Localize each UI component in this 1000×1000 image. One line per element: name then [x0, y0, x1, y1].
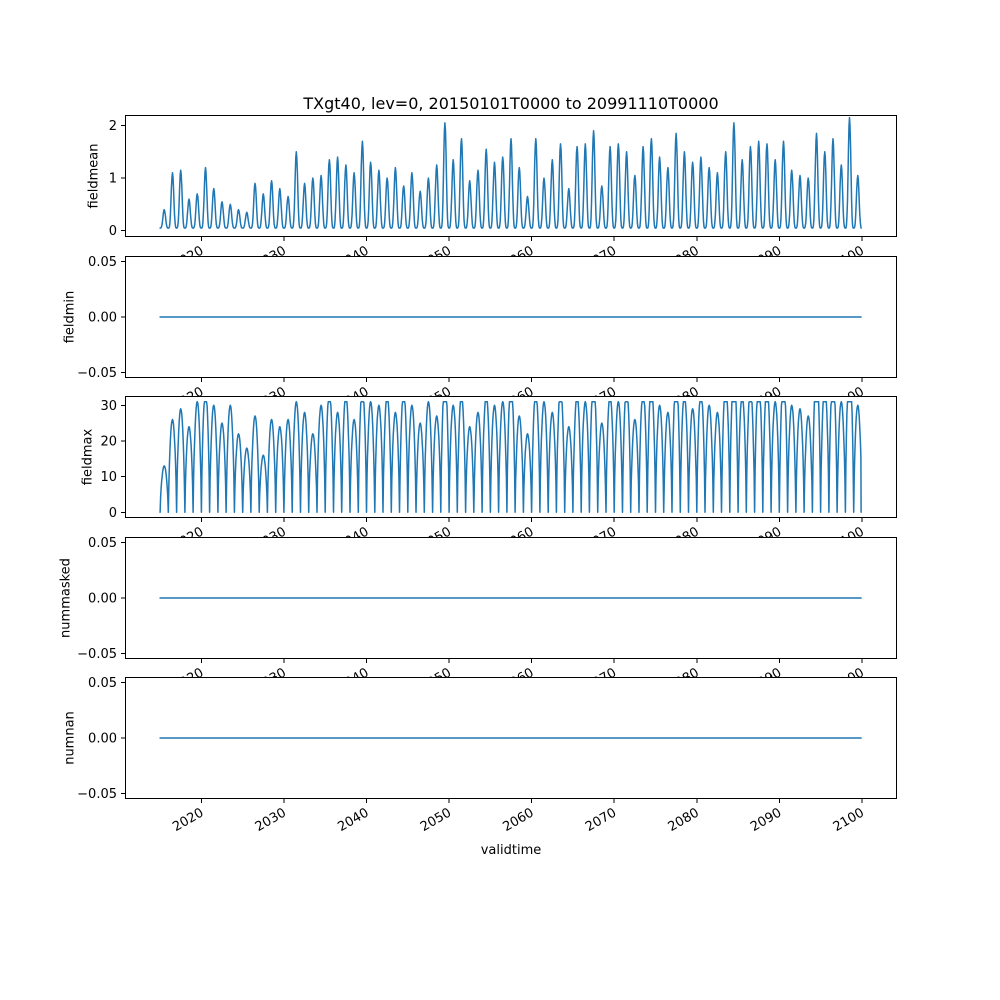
svg-text:2050: 2050	[418, 805, 454, 835]
ylabel-fieldmax: fieldmax	[80, 428, 96, 486]
svg-text:2060: 2060	[500, 805, 536, 835]
svg-text:30: 30	[100, 399, 117, 414]
svg-text:0.05: 0.05	[88, 536, 117, 551]
svg-text:0.00: 0.00	[88, 592, 117, 607]
svg-text:10: 10	[100, 470, 117, 485]
svg-text:2080: 2080	[666, 805, 702, 835]
svg-text:0.05: 0.05	[88, 255, 117, 270]
svg-text:0.05: 0.05	[88, 676, 117, 691]
svg-text:0: 0	[109, 224, 117, 239]
fieldmin-plot: −0.050.000.05202020302040205020602070208…	[77, 255, 897, 414]
svg-text:0: 0	[109, 506, 117, 521]
svg-text:2100: 2100	[831, 805, 867, 835]
svg-text:2020: 2020	[170, 805, 206, 835]
svg-text:1: 1	[109, 172, 117, 187]
subplot-fieldmin: −0.050.000.05202020302040205020602070208…	[77, 255, 897, 414]
subplot-nummasked: −0.050.000.05202020302040205020602070208…	[77, 536, 897, 695]
fieldmax-plot: 0102030202020302040205020602070208020902…	[100, 396, 897, 554]
subplot-fieldmean: 012202020302040205020602070208020902100	[109, 115, 897, 273]
ylabel-nummasked: nummasked	[58, 558, 74, 638]
svg-text:2090: 2090	[748, 805, 784, 835]
chart-title: TXgt40, lev=0, 20150101T0000 to 20991110…	[303, 94, 719, 113]
ylabel-numnan: numnan	[62, 711, 78, 765]
ylabel-fieldmin: fieldmin	[62, 290, 78, 344]
svg-text:2030: 2030	[253, 805, 289, 835]
svg-text:2040: 2040	[335, 805, 371, 835]
svg-text:−0.05: −0.05	[77, 366, 117, 381]
svg-text:2: 2	[109, 119, 117, 134]
fieldmean-plot: 012202020302040205020602070208020902100	[109, 115, 897, 273]
subplot-numnan: −0.05 0.00 0.05 2020 2030 2040 2050 2060 2070 208…	[77, 676, 897, 835]
numnan-plot: −0.05 0.00 0.05 2020 2030 2040 2050 2060 2070 208…	[77, 676, 897, 835]
nummasked-plot: −0.050.000.05202020302040205020602070208…	[77, 536, 897, 695]
svg-text:0.00: 0.00	[88, 311, 117, 326]
svg-text:−0.05: −0.05	[77, 787, 117, 802]
ylabel-fieldmean: fieldmean	[86, 143, 102, 209]
svg-text:20: 20	[100, 434, 117, 449]
x-axis-label: validtime	[480, 843, 542, 858]
subplot-fieldmax: 0102030202020302040205020602070208020902…	[100, 396, 897, 554]
svg-text:2070: 2070	[583, 805, 619, 835]
svg-text:−0.05: −0.05	[77, 647, 117, 662]
svg-text:0.00: 0.00	[88, 732, 117, 747]
